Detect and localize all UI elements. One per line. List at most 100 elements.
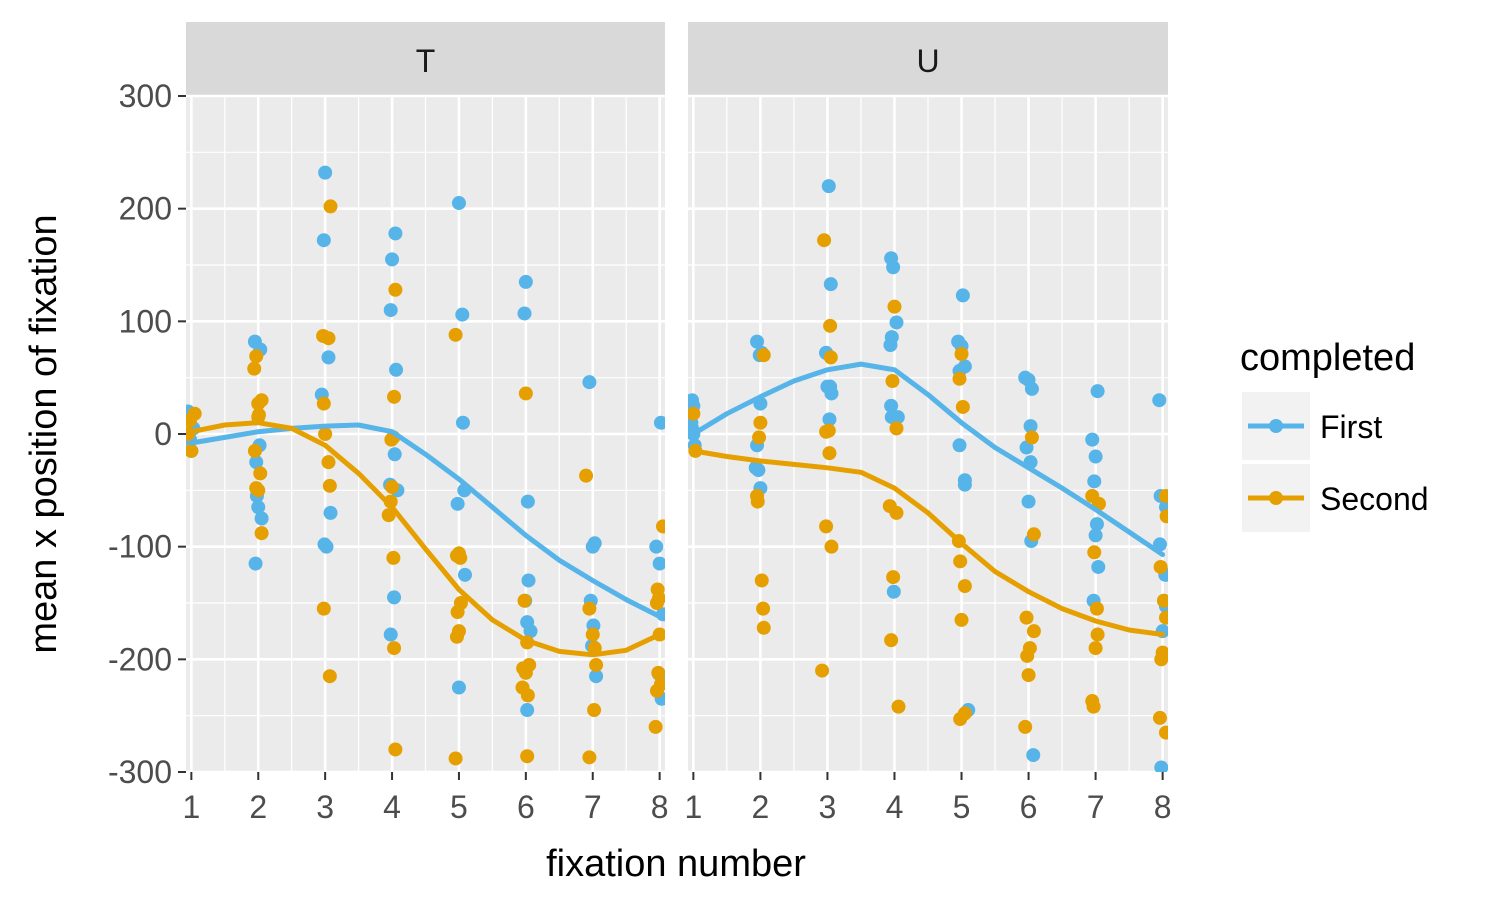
smooth-line-first — [690, 361, 1166, 558]
data-point-first — [1090, 384, 1105, 399]
data-point-second — [187, 406, 202, 421]
data-point-second — [750, 494, 765, 509]
data-point-second — [323, 199, 338, 214]
data-point-second — [254, 526, 269, 541]
data-point-first — [582, 375, 597, 390]
data-point-first — [387, 590, 402, 605]
data-point-second — [1154, 652, 1168, 667]
data-point-first — [822, 412, 837, 427]
data-point-second — [823, 350, 838, 365]
data-point-first — [1152, 393, 1167, 408]
x-tick-label: 3 — [316, 789, 334, 825]
data-point-first — [1085, 432, 1100, 447]
facet-strip — [186, 22, 665, 96]
data-point-first — [952, 438, 967, 453]
facet-strip — [688, 22, 1168, 96]
data-point-first — [383, 627, 398, 642]
data-point-second — [385, 479, 400, 494]
data-point-second — [955, 399, 970, 414]
data-point-first — [589, 669, 604, 684]
data-point-second — [387, 389, 402, 404]
y-tick-label: 200 — [119, 191, 172, 227]
data-point-second — [448, 327, 463, 342]
x-axis-title: fixation number — [546, 843, 806, 885]
data-point-first — [1154, 760, 1168, 772]
data-point-second — [1090, 627, 1105, 642]
data-point-second — [823, 318, 838, 333]
x-tick-label: 8 — [1154, 789, 1172, 825]
data-point-second — [957, 706, 972, 721]
data-point-first — [249, 455, 264, 470]
data-point-first — [450, 496, 465, 511]
data-point-first — [388, 226, 403, 241]
legend: completed First Second — [1240, 337, 1429, 532]
data-point-second — [1026, 624, 1041, 639]
data-point-first — [957, 359, 972, 374]
data-point-second — [651, 665, 665, 680]
data-point-second — [1088, 641, 1103, 656]
data-point-first — [750, 334, 765, 349]
data-point-second — [585, 627, 600, 642]
x-tick-label: 1 — [182, 789, 200, 825]
data-point-second — [954, 347, 969, 362]
data-point-second — [754, 573, 769, 588]
data-point-second — [254, 393, 269, 408]
panel-data — [186, 165, 665, 766]
data-point-second — [1021, 668, 1036, 683]
data-point-first — [1089, 517, 1104, 532]
data-point-second — [448, 751, 463, 766]
y-tick-label: 300 — [119, 78, 172, 114]
data-point-first — [520, 494, 535, 509]
data-point-second — [884, 633, 899, 648]
data-point-first — [1026, 748, 1041, 763]
data-point-second — [649, 683, 664, 698]
data-point-second — [518, 386, 533, 401]
data-point-second — [756, 601, 771, 616]
data-point-second — [450, 605, 465, 620]
data-point-second — [587, 703, 602, 718]
y-tick-label: -300 — [108, 754, 172, 790]
data-point-first — [1024, 381, 1039, 396]
data-point-second — [387, 641, 402, 656]
data-point-first — [824, 386, 839, 401]
data-point-first — [251, 500, 266, 515]
y-tick-label: 100 — [119, 303, 172, 339]
data-point-second — [1152, 710, 1167, 725]
data-point-second — [1089, 601, 1104, 616]
data-point-first — [955, 288, 970, 303]
x-tick-label: 7 — [584, 789, 602, 825]
data-point-first — [457, 567, 472, 582]
x-tick-label: 6 — [517, 789, 535, 825]
data-point-second — [889, 421, 904, 436]
data-point-second — [520, 749, 535, 764]
data-point-second — [579, 468, 594, 483]
data-point-second — [953, 554, 968, 569]
data-point-second — [449, 629, 464, 644]
data-point-first — [517, 306, 532, 321]
data-point-first — [321, 350, 336, 365]
data-point-second — [889, 505, 904, 520]
y-tick-label: -100 — [108, 529, 172, 565]
x-tick-label: 4 — [383, 789, 401, 825]
data-point-second — [819, 424, 834, 439]
smooth-line-first — [188, 422, 663, 619]
data-point-second — [518, 665, 533, 680]
data-point-second — [318, 427, 333, 441]
data-point-first — [653, 415, 665, 430]
data-point-first — [884, 398, 899, 413]
data-point-first — [1088, 449, 1103, 464]
data-point-second — [824, 539, 839, 554]
data-point-first — [652, 556, 665, 571]
data-point-second — [752, 430, 767, 445]
data-point-second — [589, 657, 604, 672]
data-point-second — [249, 349, 264, 364]
data-point-first — [451, 680, 466, 695]
data-point-second — [1019, 610, 1034, 625]
data-point-second — [1026, 527, 1041, 542]
data-point-second — [655, 519, 665, 534]
data-point-first — [751, 463, 766, 478]
data-point-first — [387, 447, 402, 462]
data-point-second — [582, 601, 597, 616]
